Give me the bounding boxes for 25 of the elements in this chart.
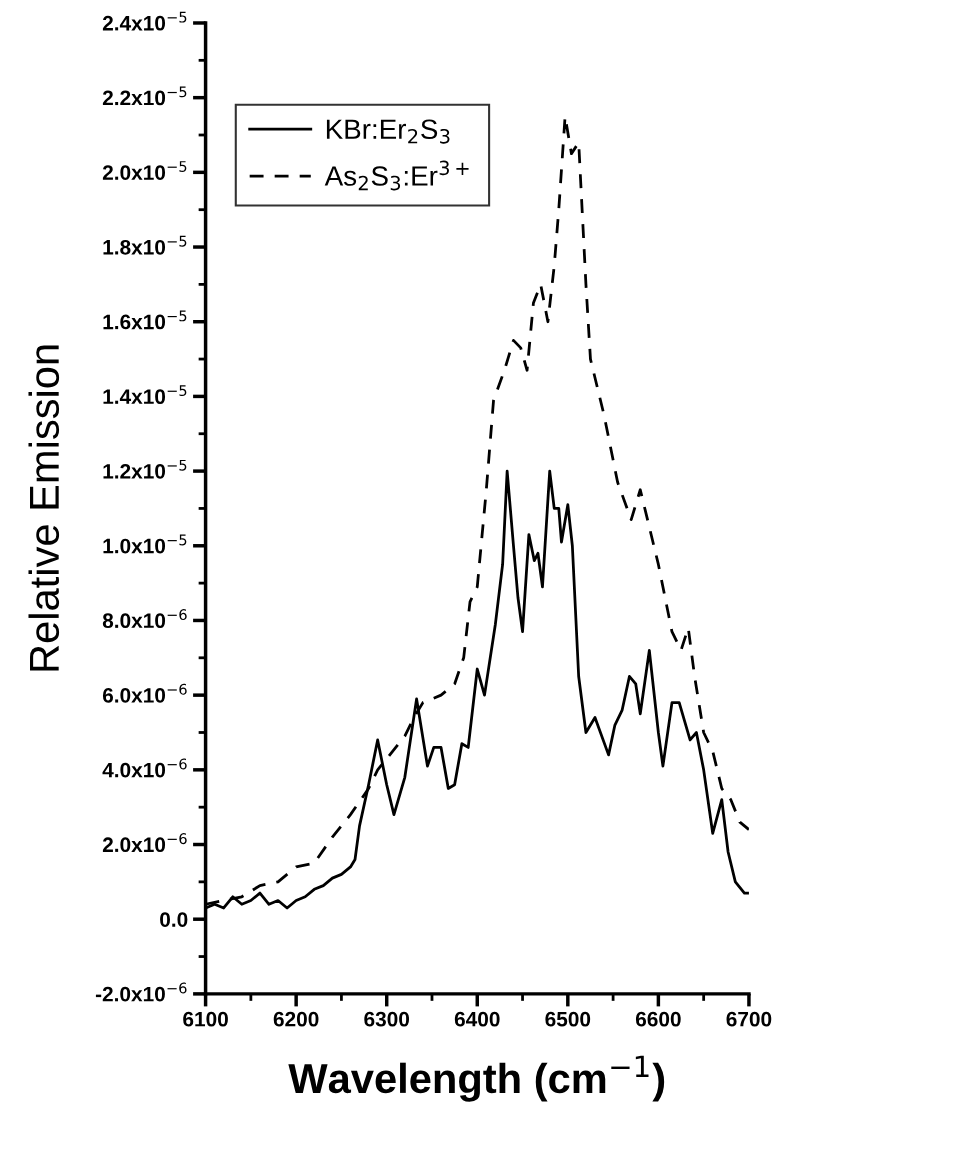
y-tick-label: 2.2x10$^{−5}$ — [102, 86, 187, 106]
y-tick-label: 1.4x10$^{−5}$ — [103, 385, 187, 405]
y-tick-label: 4.0x10$^{−6}$ — [102, 758, 187, 778]
y-tick-label: 2.0x10$^{−6}$ — [102, 833, 187, 853]
x-tick-label: 6200 — [273, 1011, 319, 1027]
y-tick-label: 2.4x10$^{−5}$ — [102, 11, 187, 31]
x-axis-title: Wavelength (cm$^{−1}$) — [288, 1055, 665, 1102]
y-axis-title: Relative Emission — [28, 345, 60, 671]
y-tick-label: 6.0x10$^{−6}$ — [102, 683, 187, 703]
y-tick-label: 1.0x10$^{−5}$ — [103, 534, 187, 554]
y-tick-label: 1.2x10$^{−5}$ — [103, 459, 187, 479]
x-tick-label: 6400 — [454, 1011, 500, 1027]
x-tick-label: 6100 — [183, 1011, 228, 1027]
y-tick-label: 1.8x10$^{−5}$ — [103, 235, 187, 255]
legend-label: KBr:Er$_{2}$S$_{3}$ — [326, 119, 450, 144]
x-tick-label: 6500 — [545, 1011, 591, 1027]
x-tick-label: 6300 — [364, 1011, 410, 1027]
y-tick-label: 1.6x10$^{−5}$ — [103, 310, 187, 330]
x-tick-label: 6600 — [635, 1011, 681, 1027]
y-tick-label: 8.0x10$^{−6}$ — [102, 609, 187, 629]
x-tick-label: 6700 — [726, 1011, 772, 1027]
y-tick-label: -2.0x10$^{−6}$ — [95, 982, 187, 1002]
y-tick-label: 0.0 — [160, 912, 188, 927]
legend-label: As$_{2}$S$_{3}$:Er$^{3+}$ — [324, 160, 469, 191]
y-tick-label: 2.0x10$^{−5}$ — [102, 161, 187, 180]
